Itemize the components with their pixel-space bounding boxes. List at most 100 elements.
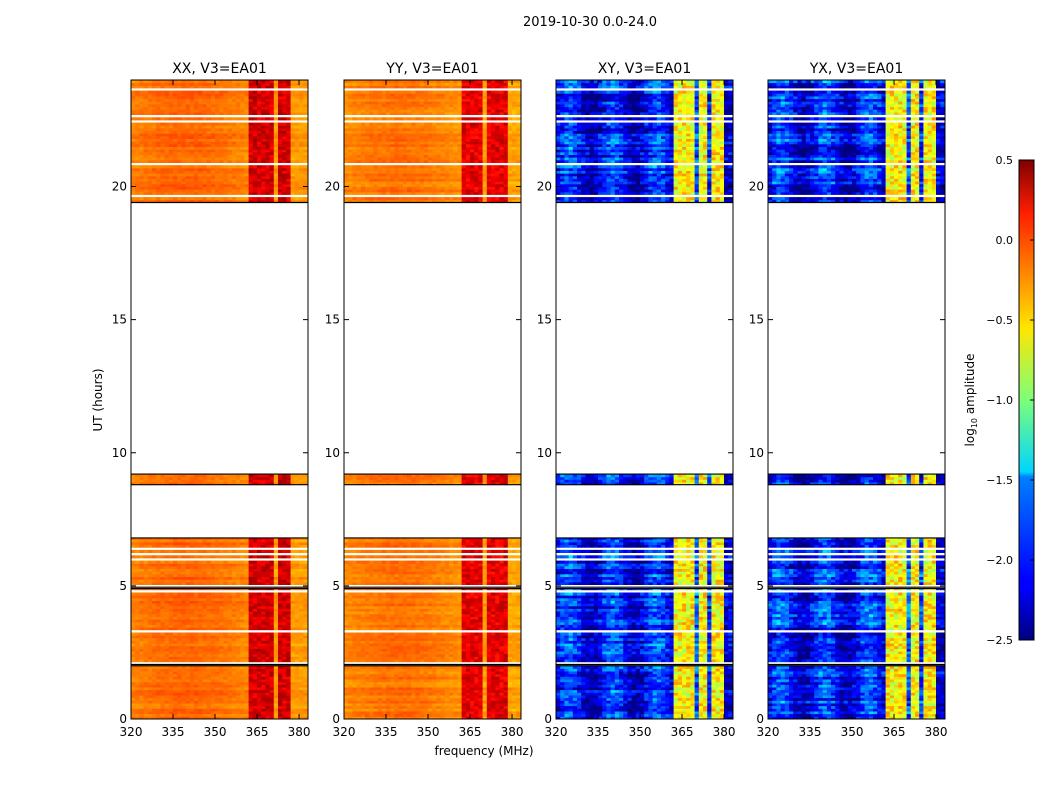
heatmap-cell: [139, 111, 144, 115]
heatmap-cell: [257, 85, 262, 89]
heatmap-cell: [257, 692, 262, 696]
heatmap-cell: [286, 146, 291, 150]
heatmap-cell: [152, 713, 157, 717]
heatmap-cell: [156, 568, 161, 572]
heatmap-cell: [143, 146, 149, 150]
heatmap-cell: [210, 181, 216, 185]
heatmap-cell: [164, 687, 170, 691]
heatmap-cell: [198, 645, 203, 649]
heatmap-cell: [261, 627, 266, 631]
heatmap-cell: [303, 191, 308, 195]
heatmap-cell: [278, 175, 283, 179]
heatmap-cell: [152, 474, 157, 478]
heatmap-cell: [269, 135, 275, 139]
heatmap-cell: [244, 600, 249, 604]
heatmap-cell: [286, 697, 291, 701]
heatmap-cell: [173, 109, 178, 113]
heatmap-cell: [131, 127, 136, 131]
heatmap-cell: [139, 170, 144, 174]
heatmap-cell: [236, 676, 241, 680]
heatmap-cell: [273, 671, 279, 675]
heatmap-cell: [444, 697, 450, 701]
heatmap-cell: [415, 711, 420, 715]
heatmap-cell: [152, 632, 157, 636]
heatmap-cell: [143, 133, 149, 137]
heatmap-cell: [152, 703, 157, 707]
heatmap-cell: [131, 605, 136, 609]
heatmap-cell: [252, 579, 258, 583]
heatmap-cell: [244, 627, 249, 631]
heatmap-cell: [202, 659, 207, 663]
heatmap-cell: [164, 138, 170, 142]
heatmap-cell: [156, 544, 161, 548]
heatmap-cell: [265, 651, 270, 655]
heatmap-cell: [219, 482, 224, 486]
heatmap-cell: [135, 621, 140, 625]
heatmap-cell: [248, 645, 254, 649]
heatmap-cell: [265, 603, 270, 607]
heatmap-cell: [215, 632, 220, 636]
heatmap-cell: [206, 149, 212, 153]
heatmap-cell: [236, 705, 241, 709]
heatmap-cell: [139, 82, 144, 86]
heatmap-cell: [160, 479, 165, 483]
heatmap-cell: [236, 122, 241, 126]
heatmap-cell: [198, 560, 203, 564]
heatmap-cell: [269, 568, 275, 572]
heatmap-cell: [240, 101, 245, 105]
heatmap-cell: [261, 608, 266, 612]
heatmap-cell: [210, 549, 216, 553]
heatmap-cell: [139, 597, 144, 601]
heatmap-cell: [173, 127, 178, 131]
heatmap-cell: [257, 90, 262, 94]
heatmap-cell: [168, 632, 174, 636]
heatmap-cell: [231, 476, 237, 480]
heatmap-cell: [303, 656, 308, 660]
heatmap-cell: [244, 143, 249, 147]
heatmap-cell: [164, 186, 170, 190]
heatmap-cell: [215, 581, 220, 585]
heatmap-cell: [168, 146, 174, 150]
heatmap-cell: [206, 611, 212, 615]
heatmap-cell: [206, 85, 212, 89]
heatmap-cell: [164, 703, 170, 707]
heatmap-cell: [181, 579, 186, 583]
heatmap-cell: [252, 191, 258, 195]
heatmap-cell: [252, 679, 258, 683]
heatmap-cell: [240, 621, 245, 625]
heatmap-cell: [227, 616, 233, 620]
heatmap-cell: [143, 159, 149, 163]
heatmap-cell: [143, 165, 149, 169]
heatmap-cell: [299, 579, 304, 583]
heatmap-cell: [215, 178, 220, 182]
heatmap-cell: [273, 191, 279, 195]
heatmap-cell: [269, 687, 275, 691]
heatmap-cell: [177, 681, 182, 685]
heatmap-cell: [381, 705, 387, 709]
heatmap-cell: [236, 679, 241, 683]
heatmap-cell: [236, 117, 241, 121]
heatmap-cell: [231, 173, 237, 177]
heatmap-cell: [236, 538, 241, 540]
heatmap-cell: [248, 479, 254, 483]
heatmap-cell: [299, 700, 304, 704]
heatmap-cell: [202, 175, 207, 179]
heatmap-cell: [223, 605, 228, 609]
heatmap-cell: [261, 474, 266, 478]
heatmap-cell: [131, 588, 136, 591]
heatmap-cell: [244, 705, 249, 709]
heatmap-cell: [290, 700, 296, 704]
heatmap-cell: [248, 605, 254, 609]
heatmap-cell: [173, 705, 178, 709]
heatmap-cell: [278, 154, 283, 158]
heatmap-cell: [278, 651, 283, 655]
heatmap-cell: [181, 673, 186, 677]
heatmap-cell: [156, 157, 161, 161]
heatmap-cell: [219, 692, 224, 696]
heatmap-cell: [386, 700, 391, 704]
heatmap-cell: [248, 627, 254, 631]
heatmap-cell: [206, 157, 212, 161]
heatmap-cell: [194, 635, 199, 639]
heatmap-cell: [143, 676, 149, 680]
